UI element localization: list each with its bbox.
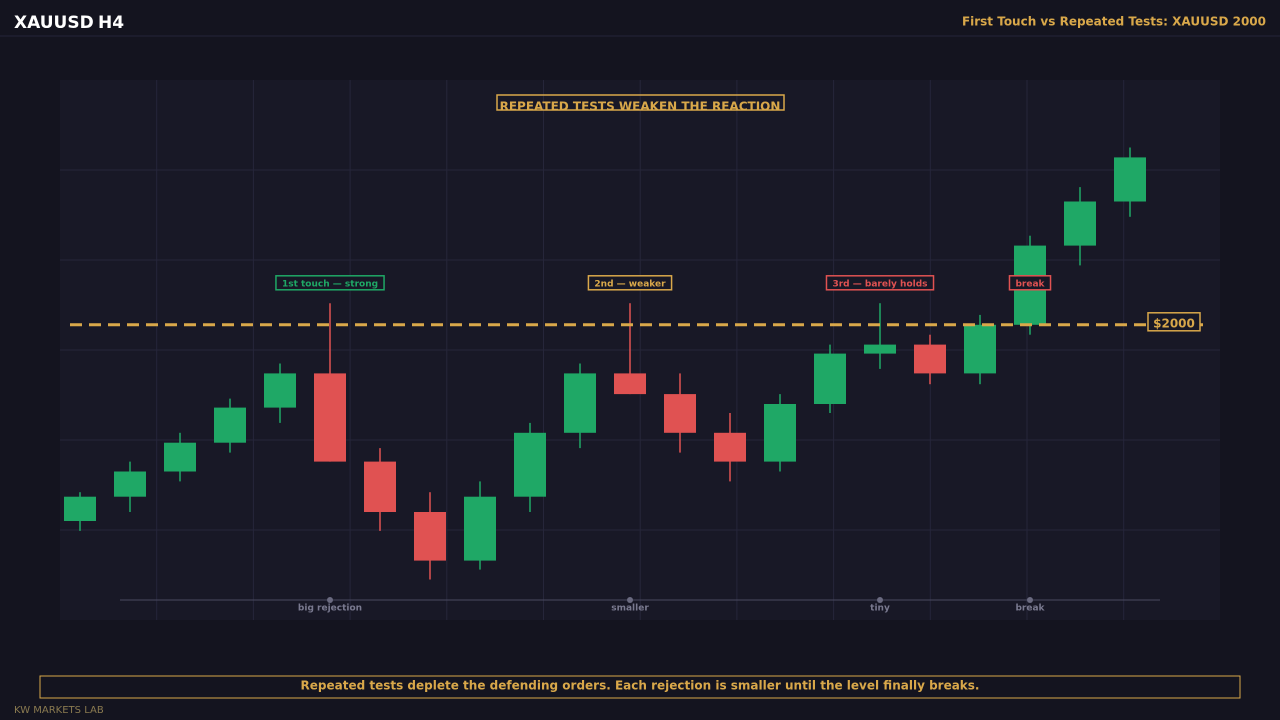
level-label: $2000 — [1153, 316, 1195, 330]
annotation: break — [1015, 279, 1045, 289]
candle-body — [464, 496, 496, 561]
annotation: 1st touch — strong — [282, 279, 378, 289]
chart-title: REPEATED TESTS WEAKEN THE REACTION — [500, 100, 781, 114]
candle-body — [164, 442, 196, 472]
candle-body — [1114, 157, 1146, 202]
candle-body — [414, 512, 446, 561]
candle-body — [764, 404, 796, 462]
annotation: 3rd — barely holds — [832, 279, 927, 289]
candle-body — [814, 353, 846, 404]
header-title: First Touch vs Repeated Tests: XAUUSD 20… — [962, 15, 1266, 29]
candle-body — [364, 461, 396, 512]
candle-body — [214, 407, 246, 443]
candle-body — [264, 373, 296, 408]
candle-body — [514, 432, 546, 497]
note-box — [39, 675, 1241, 699]
marker-label: break — [1015, 604, 1045, 614]
candle-body — [664, 394, 696, 433]
annotation-box — [587, 275, 673, 291]
marker-label: big rejection — [298, 604, 362, 614]
title-box — [496, 94, 785, 111]
marker-dot — [877, 597, 883, 603]
annotation-box — [275, 275, 385, 291]
candle-body — [64, 496, 96, 521]
candle-body — [564, 373, 596, 433]
candle-body — [864, 344, 896, 354]
brand: KW MARKETS LAB — [14, 705, 104, 716]
annotation-box — [1008, 275, 1052, 291]
marker-label: tiny — [870, 604, 890, 614]
timeframe: H4 — [98, 13, 124, 33]
annotation-box — [825, 275, 935, 291]
candle-body — [314, 373, 346, 462]
marker-dot — [627, 597, 633, 603]
symbol: XAUUSD — [14, 13, 94, 33]
annotation: 2nd — weaker — [594, 279, 666, 289]
candle-body — [714, 432, 746, 462]
candle-body — [614, 373, 646, 395]
candle-body — [1064, 201, 1096, 246]
marker-dot — [327, 597, 333, 603]
candle-body — [914, 344, 946, 374]
candle-body — [114, 471, 146, 497]
marker-label: smaller — [611, 604, 649, 614]
footer-note: Repeated tests deplete the defending ord… — [301, 679, 980, 693]
marker-dot — [1027, 597, 1033, 603]
candle-body — [964, 324, 996, 374]
level-label-box — [1147, 312, 1201, 332]
